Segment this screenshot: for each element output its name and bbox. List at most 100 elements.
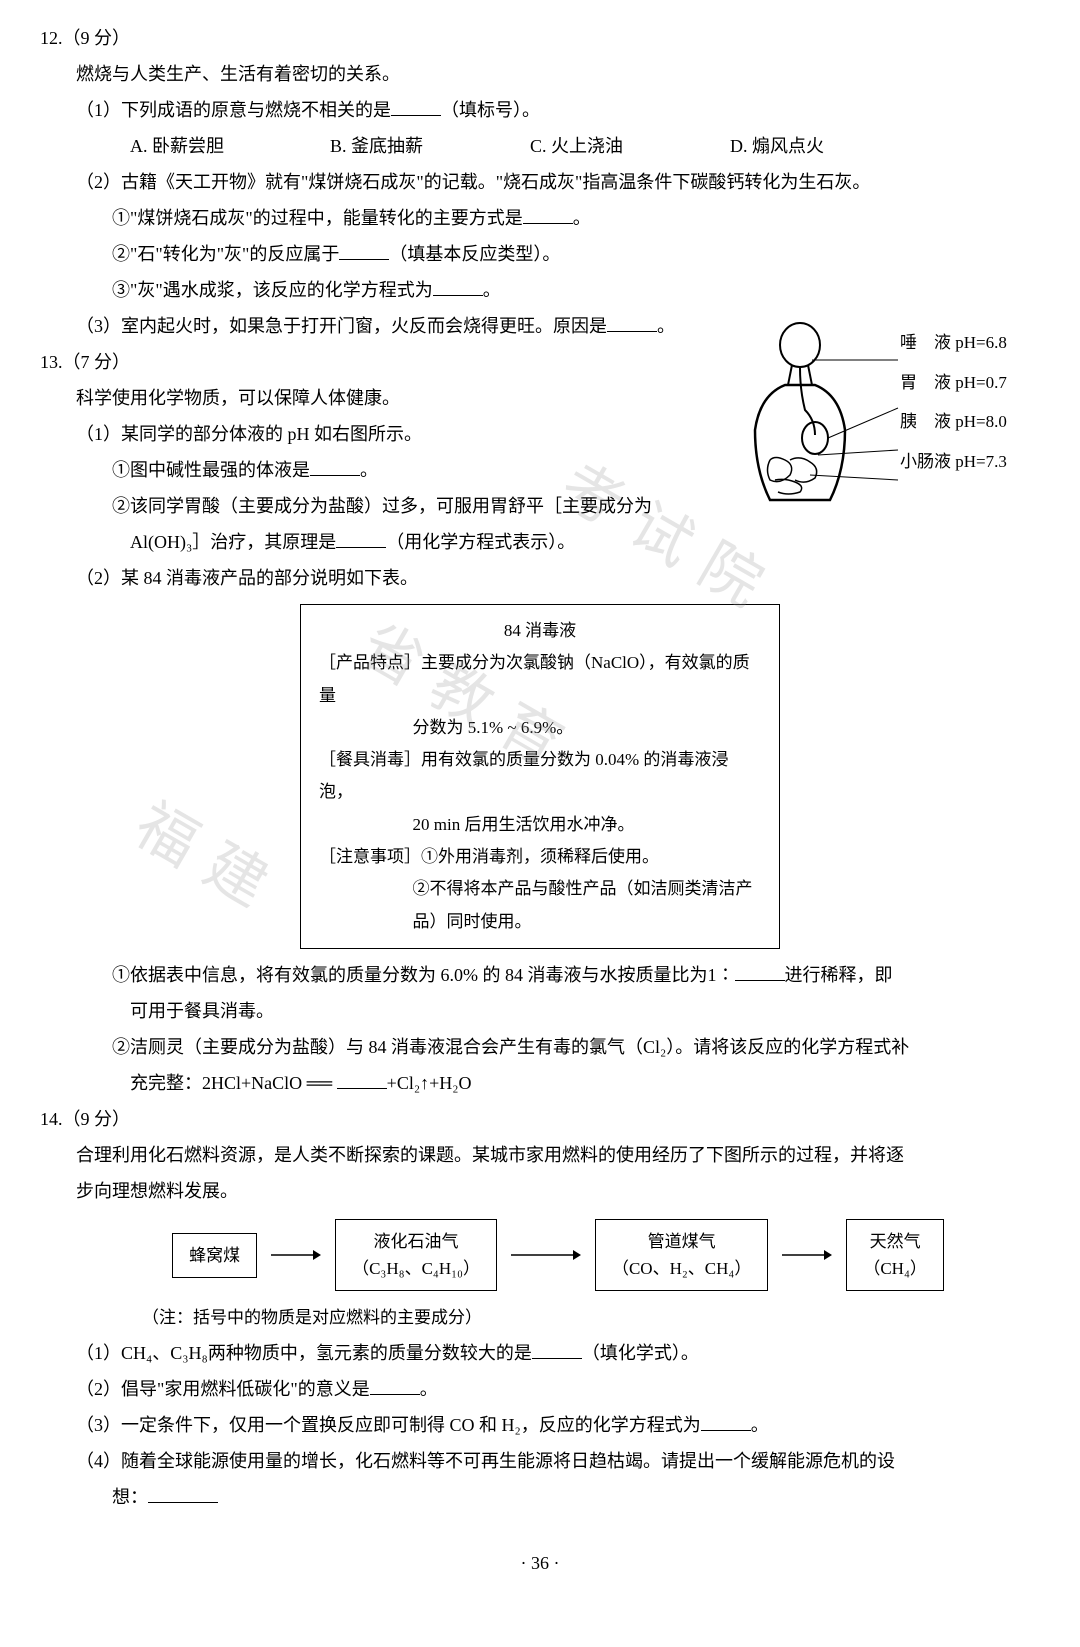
text: （3）室内起火时，如果急于打开门窗，火反而会烧得更旺。原因是	[76, 316, 607, 336]
q12-intro: 燃烧与人类生产、生活有着密切的关系。	[40, 56, 1040, 92]
text: 充完整：2HCl+NaClO ══	[130, 1073, 337, 1093]
text: （1）下列成语的原意与燃烧不相关的是	[76, 100, 391, 120]
q13-p1-1: ①图中碱性最强的体液是 。	[40, 452, 710, 488]
blank	[532, 1338, 582, 1360]
q14-p2: （2）倡导"家用燃料低碳化"的意义是 。	[40, 1371, 1040, 1407]
blank	[337, 1067, 387, 1089]
box-l2b: 20 min 后用生活饮用水冲净。	[319, 809, 761, 841]
text: 。	[483, 280, 501, 300]
blank	[735, 959, 785, 981]
blank	[433, 274, 483, 296]
text: （填化学式）。	[582, 1343, 699, 1363]
q13-intro: 科学使用化学物质，可以保障人体健康。	[40, 380, 710, 416]
human-body-icon	[700, 320, 900, 520]
text: （2）倡导"家用燃料低碳化"的意义是	[76, 1379, 370, 1399]
q14-p1: （1）CH₄、C₃H₈两种物质中，氢元素的质量分数较大的是 （填化学式）。	[40, 1335, 1040, 1371]
page-number: · 36 ·	[40, 1545, 1040, 1581]
box-l1b: 分数为 5.1% ~ 6.9%。	[319, 712, 761, 744]
text: ①图中碱性最强的体液是	[112, 460, 310, 480]
q14-intro1: 合理利用化石燃料资源，是人类不断探索的课题。某城市家用燃料的使用经历了下图所示的…	[40, 1137, 1040, 1173]
question-13: 13.（7 分） 科学使用化学物质，可以保障人体健康。 （1）某同学的部分体液的…	[40, 344, 1040, 1101]
q12-p2-2: ②"石"转化为"灰"的反应属于 （填基本反应类型）。	[40, 236, 1040, 272]
text: （CH₄）	[863, 1255, 927, 1282]
q12-header: 12.（9 分）	[40, 20, 1040, 56]
q13-p2-2a: ②洁厕灵（主要成分为盐酸）与 84 消毒液混合会产生有毒的氯气（Cl₂）。请将该…	[40, 1029, 1040, 1065]
blank	[701, 1410, 751, 1432]
blank	[523, 202, 573, 224]
arrow-icon	[271, 1245, 321, 1265]
text: 。	[657, 316, 675, 336]
text: 液化石油气	[352, 1228, 480, 1255]
ph-intestine: 小肠液 pH=7.3	[900, 449, 1007, 475]
blank	[336, 526, 386, 548]
flow-note: （注：括号中的物质是对应燃料的主要成分）	[40, 1301, 1040, 1335]
q12-p2-1: ①"煤饼烧石成灰"的过程中，能量转化的主要方式是 。	[40, 200, 1040, 236]
text: ③"灰"遇水成浆，该反应的化学方程式为	[112, 280, 433, 300]
text: 进行稀释，即	[785, 965, 893, 985]
choice-c: C. 火上浇油	[530, 128, 730, 164]
choice-d: D. 煽风点火	[730, 128, 930, 164]
text: 。	[360, 460, 378, 480]
ph-saliva: 唾 液 pH=6.8	[900, 330, 1007, 356]
q13-p2-1c: 可用于餐具消毒。	[40, 993, 1040, 1029]
text: 管道煤气	[612, 1228, 751, 1255]
box-l3c: 品）同时使用。	[319, 906, 761, 938]
text: ①"煤饼烧石成灰"的过程中，能量转化的主要方式是	[112, 208, 523, 228]
text: （CO、H₂、CH₄）	[612, 1255, 751, 1282]
blank	[607, 310, 657, 332]
text: 想：	[112, 1487, 148, 1507]
box-l1: ［产品特点］主要成分为次氯酸钠（NaClO），有效氯的质量	[319, 647, 761, 712]
box-title: 84 消毒液	[319, 615, 761, 647]
box-l3: ［注意事项］①外用消毒剂，须稀释后使用。	[319, 841, 761, 873]
flow-box-4: 天然气 （CH₄）	[846, 1219, 944, 1291]
ph-stomach: 胃 液 pH=0.7	[900, 370, 1007, 396]
text: （填基本反应类型）。	[389, 244, 560, 264]
question-14: 14.（9 分） 合理利用化石燃料资源，是人类不断探索的课题。某城市家用燃料的使…	[40, 1101, 1040, 1515]
q13-p2-1: ①依据表中信息，将有效氯的质量分数为 6.0% 的 84 消毒液与水按质量比为1…	[40, 957, 1040, 993]
human-anatomy-figure: 唾 液 pH=6.8 胃 液 pH=0.7 胰 液 pH=8.0 小肠液 pH=…	[700, 320, 1050, 520]
text: 天然气	[863, 1228, 927, 1255]
text: （1）CH₄、C₃H₈两种物质中，氢元素的质量分数较大的是	[76, 1343, 532, 1363]
fuel-flow-diagram: 蜂窝煤 液化石油气 （C₃H₈、C₄H₁₀） 管道煤气 （CO、H₂、CH₄） …	[40, 1219, 1040, 1291]
q12-choices: A. 卧薪尝胆 B. 釜底抽薪 C. 火上浇油 D. 煽风点火	[40, 128, 1040, 164]
blank	[339, 238, 389, 260]
box-l3b: ②不得将本产品与酸性产品（如洁厕类清洁产	[319, 873, 761, 905]
text: Al(OH)₃］治疗，其原理是	[130, 532, 336, 552]
q13-p1: （1）某同学的部分体液的 pH 如右图所示。	[40, 416, 710, 452]
text: 。	[751, 1415, 769, 1435]
choice-b: B. 釜底抽薪	[330, 128, 530, 164]
blank	[391, 94, 441, 116]
q14-p3: （3）一定条件下，仅用一个置换反应即可制得 CO 和 H₂，反应的化学方程式为 。	[40, 1407, 1040, 1443]
text: （C₃H₈、C₄H₁₀）	[352, 1255, 480, 1282]
text: 。	[420, 1379, 438, 1399]
flow-box-1: 蜂窝煤	[172, 1233, 257, 1278]
q13-p2-2b: 充完整：2HCl+NaClO ══ +Cl₂↑+H₂O	[40, 1065, 1040, 1101]
box-l2: ［餐具消毒］用有效氯的质量分数为 0.04% 的消毒液浸泡，	[319, 744, 761, 809]
blank	[148, 1482, 218, 1504]
ph-labels-group: 唾 液 pH=6.8 胃 液 pH=0.7 胰 液 pH=8.0 小肠液 pH=…	[900, 330, 1007, 488]
text: +Cl₂↑+H₂O	[387, 1073, 472, 1093]
text: 。	[573, 208, 591, 228]
text: ①依据表中信息，将有效氯的质量分数为 6.0% 的 84 消毒液与水按质量比为1…	[112, 965, 735, 985]
text: （3）一定条件下，仅用一个置换反应即可制得 CO 和 H₂，反应的化学方程式为	[76, 1415, 701, 1435]
q14-header: 14.（9 分）	[40, 1101, 1040, 1137]
disinfectant-info-box: 84 消毒液 ［产品特点］主要成分为次氯酸钠（NaClO），有效氯的质量 分数为…	[300, 604, 780, 949]
flow-box-2: 液化石油气 （C₃H₈、C₄H₁₀）	[335, 1219, 497, 1291]
flow-box-3: 管道煤气 （CO、H₂、CH₄）	[595, 1219, 768, 1291]
blank	[310, 454, 360, 476]
arrow-icon	[782, 1245, 832, 1265]
arrow-icon	[511, 1245, 581, 1265]
q13-p2: （2）某 84 消毒液产品的部分说明如下表。	[40, 560, 1040, 596]
q14-p4b: 想：	[40, 1479, 1040, 1515]
blank	[370, 1374, 420, 1396]
text: 蜂窝煤	[189, 1242, 240, 1269]
question-12: 12.（9 分） 燃烧与人类生产、生活有着密切的关系。 （1）下列成语的原意与燃…	[40, 20, 1040, 344]
text: ②"石"转化为"灰"的反应属于	[112, 244, 339, 264]
q12-p2: （2）古籍《天工开物》就有"煤饼烧石成灰"的记载。"烧石成灰"指高温条件下碳酸钙…	[40, 164, 1040, 200]
q12-p2-3: ③"灰"遇水成浆，该反应的化学方程式为 。	[40, 272, 1040, 308]
text: （用化学方程式表示）。	[386, 532, 575, 552]
choice-a: A. 卧薪尝胆	[130, 128, 330, 164]
q14-p4a: （4）随着全球能源使用量的增长，化石燃料等不可再生能源将日趋枯竭。请提出一个缓解…	[40, 1443, 1040, 1479]
q14-intro2: 步向理想燃料发展。	[40, 1173, 1040, 1209]
q13-p1-2a: ②该同学胃酸（主要成分为盐酸）过多，可服用胃舒平［主要成分为	[40, 488, 710, 524]
